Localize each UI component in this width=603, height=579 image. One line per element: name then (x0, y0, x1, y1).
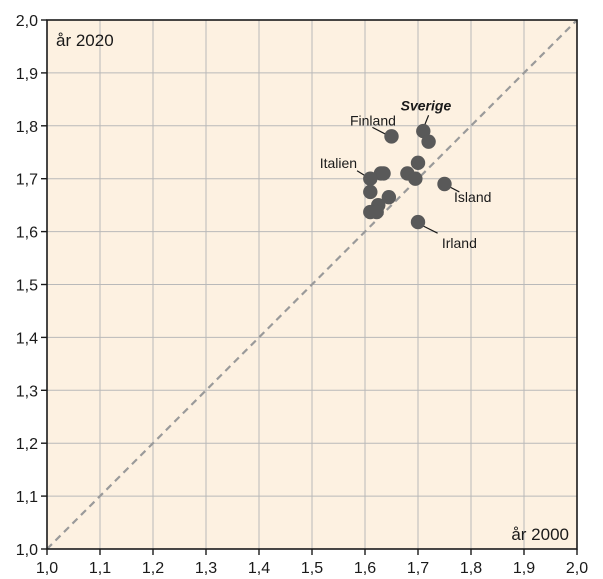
data-point (363, 171, 378, 186)
x-tick-label: 1,8 (460, 560, 482, 577)
x-tick-label: 1,6 (354, 560, 376, 577)
x-tick-label: 1,3 (195, 560, 217, 577)
y-tick-label: 1,9 (16, 66, 38, 83)
data-point (381, 190, 397, 205)
y-tick-label: 1,5 (16, 278, 38, 295)
data-point (410, 155, 426, 171)
y-tick-label: 1,0 (16, 542, 38, 559)
annotation-label: Island (454, 189, 491, 205)
reference-diagonal-line (46, 19, 578, 550)
x-tick-label: 1,9 (513, 560, 535, 577)
y-tick-label: 1,6 (16, 225, 38, 242)
y-tick-label: 1,1 (16, 489, 38, 506)
annotation-labels: Sverige Finland Italien Island Irland (320, 98, 492, 252)
annotation-label: Sverige (401, 98, 452, 114)
y-axis-label: år 2020 (56, 31, 114, 50)
annotation-label: Finland (350, 113, 396, 129)
y-tick-label: 1,7 (16, 172, 38, 189)
x-axis-ticks: 1,0 1,1 1,2 1,3 1,4 1,5 1,6 1,7 1,8 1,9 2,0 (36, 549, 588, 577)
x-tick-label: 1,4 (248, 560, 270, 577)
data-points (363, 123, 452, 230)
data-point (376, 166, 391, 181)
x-tick-label: 2,0 (566, 560, 588, 577)
annotation-label: Irland (442, 235, 477, 251)
x-tick-label: 1,1 (89, 560, 111, 577)
y-tick-label: 1,8 (16, 119, 38, 136)
data-point (410, 214, 426, 230)
annotation-leader (423, 114, 430, 127)
x-tick-label: 1,7 (407, 560, 429, 577)
annotation-leader (421, 224, 438, 234)
data-point (369, 204, 384, 220)
y-tick-label: 1,2 (16, 436, 38, 453)
data-point (408, 171, 423, 186)
y-tick-label: 1,3 (16, 383, 38, 400)
data-point (437, 176, 452, 192)
y-tick-label: 1,4 (16, 330, 38, 347)
x-axis-label: år 2000 (511, 525, 569, 544)
data-point (421, 134, 436, 149)
data-point (384, 129, 399, 144)
x-tick-label: 1,0 (36, 560, 58, 577)
y-axis-ticks: 1,0 1,1 1,2 1,3 1,4 1,5 1,6 1,7 1,8 1,9 2,0 (16, 13, 47, 559)
data-point (363, 184, 378, 200)
x-tick-label: 1,2 (142, 560, 164, 577)
x-tick-label: 1,5 (301, 560, 323, 577)
annotation-label: Italien (320, 155, 357, 171)
y-tick-label: 2,0 (16, 13, 38, 30)
